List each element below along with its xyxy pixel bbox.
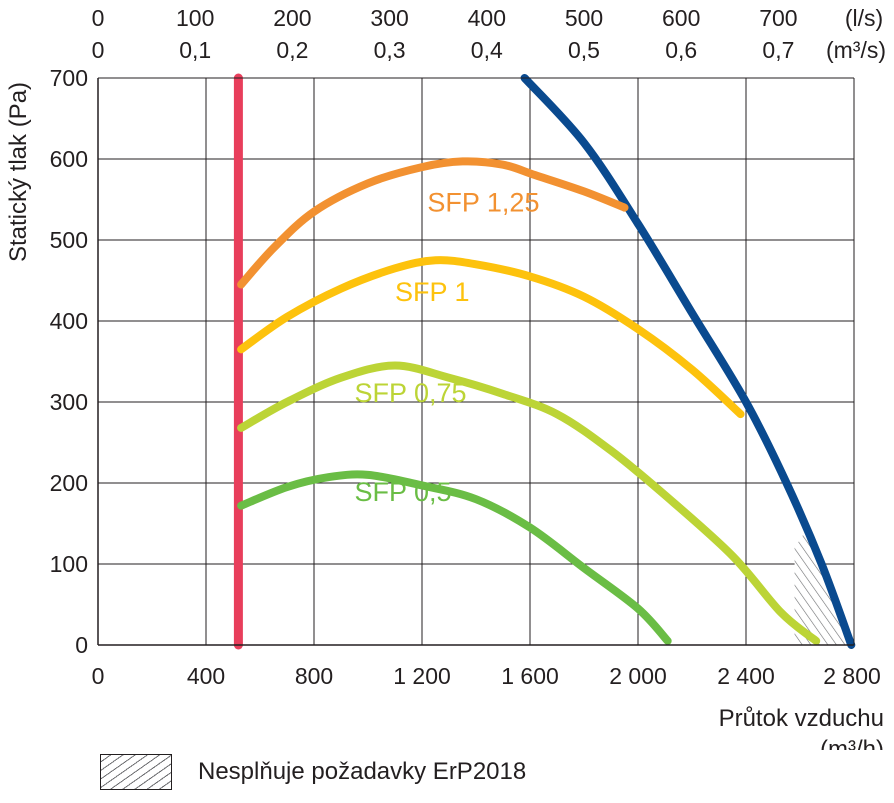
top-ls-tick-label: 0: [92, 5, 105, 31]
series-sfp-0-75-line: [237, 361, 821, 645]
top-ls-tick-label: 700: [759, 5, 797, 31]
x-axis-title: Průtok vzduchu: [719, 705, 884, 732]
axis-group: 0 400 800 1 200 1 600 2 000 2 400 2 800 0 100 200 3…: [5, 5, 886, 750]
top-m3s-unit: (m³/s): [826, 37, 886, 63]
top-ls-tick-label: 600: [662, 5, 700, 31]
y-tick-label: 200: [50, 470, 88, 496]
y-tick-label: 600: [50, 146, 88, 172]
top-ls-tick-label: 200: [273, 5, 311, 31]
series-label-sfp-1-25: SFP 1,25: [427, 188, 539, 218]
y-tick-label: 0: [75, 632, 88, 658]
top-m3s-tick-label: 0,4: [471, 37, 503, 63]
x-tick-label: 2 400: [717, 663, 775, 689]
y-tick-label: 700: [50, 65, 88, 91]
top-m3s-tick-label: 0,3: [374, 37, 406, 63]
top-m3s-tick-label: 0,2: [276, 37, 308, 63]
label-group: SFP 1,25 SFP 1 SFP 0,75 SFP 0,5: [355, 188, 540, 507]
grid: [97, 77, 855, 646]
x-tick-label: 0: [92, 663, 105, 689]
series-label-sfp-0-5: SFP 0,5: [355, 477, 452, 507]
x-tick-label: 400: [187, 663, 225, 689]
x-axis-unit: (m³/h): [820, 736, 884, 750]
series-group: [233, 73, 856, 650]
x-tick-label: 1 600: [501, 663, 559, 689]
y-tick-label: 100: [50, 551, 88, 577]
y-tick-label: 500: [50, 227, 88, 253]
series-sfp-1-25-line: [237, 157, 629, 289]
top-ls-unit: (l/s): [845, 5, 883, 31]
series-label-sfp-1: SFP 1: [395, 277, 470, 307]
top-m3s-tick-label: 0,7: [762, 37, 794, 63]
top-ls-tick-label: 400: [468, 5, 506, 31]
y-tick-label: 400: [50, 308, 88, 334]
y-axis-title: Statický tlak (Pa): [5, 82, 32, 262]
series-label-sfp-0-75: SFP 0,75: [355, 378, 467, 408]
x-tick-label: 2 000: [609, 663, 667, 689]
top-m3s-tick-label: 0,5: [568, 37, 600, 63]
plot-frame: [97, 77, 855, 646]
series-max-curve-line: [520, 74, 856, 649]
series-sfp-0-5-line: [237, 470, 672, 645]
top-m3s-tick-label: 0: [92, 37, 105, 63]
legend: Nesplňuje požadavky ErP2018: [100, 752, 526, 792]
chart-svg: SFP 1,25 SFP 1 SFP 0,75 SFP 0,5 0 400 800 1 20…: [5, 5, 886, 750]
legend-text: Nesplňuje požadavky ErP2018: [198, 758, 527, 785]
top-m3s-tick-label: 0,1: [179, 37, 211, 63]
x-tick-label: 800: [295, 663, 333, 689]
series-sfp-1-line: [237, 256, 745, 419]
y-tick-label: 300: [50, 389, 88, 415]
top-m3s-tick-label: 0,6: [665, 37, 697, 63]
top-ls-tick-label: 500: [565, 5, 603, 31]
x-tick-label: 1 200: [393, 663, 451, 689]
x-tick-label: 2 800: [823, 663, 881, 689]
top-ls-tick-label: 100: [176, 5, 214, 31]
legend-hatch-swatch: [100, 754, 172, 790]
top-ls-tick-label: 300: [370, 5, 408, 31]
